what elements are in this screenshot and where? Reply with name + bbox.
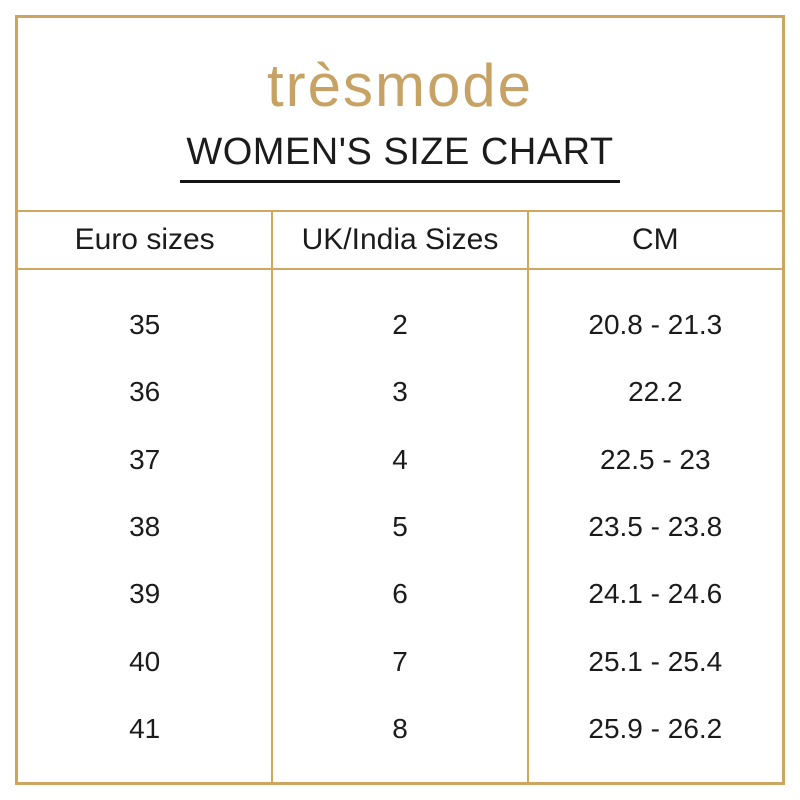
table-cell: 24.1 - 24.6 [588,578,723,610]
brand-logo: trèsmode [266,52,534,119]
table-cell: 39 [129,578,161,610]
column-uk-india-sizes: UK/India Sizes 2 3 4 5 6 7 8 [271,212,527,782]
table-cell: 25.1 - 25.4 [588,645,723,677]
table-cell: 38 [129,510,161,542]
size-chart-table: Euro sizes 35 36 37 38 39 40 41 UK/India… [18,210,782,782]
page-frame: trèsmode WOMEN'S SIZE CHART Euro sizes 3… [15,15,785,785]
table-cell: 37 [129,443,161,475]
table-cell: 2 [392,309,408,340]
table-cell: 22.2 [628,376,683,408]
column-body-euro-sizes: 35 36 37 38 39 40 41 [18,270,271,782]
column-header-euro-sizes: Euro sizes [18,212,272,270]
page-title: WOMEN'S SIZE CHART [180,131,620,183]
brand-area: trèsmode WOMEN'S SIZE CHART [18,18,782,210]
table-cell: 36 [129,376,161,408]
table-cell: 35 [129,309,161,340]
table-cell: 23.5 - 23.8 [588,510,723,542]
table-cell: 40 [129,645,161,677]
column-euro-sizes: Euro sizes 35 36 37 38 39 40 41 [18,212,272,782]
table-cell: 5 [392,510,408,542]
column-cm: CM 20.8 - 21.3 22.2 22.5 - 23 23.5 - 23.… [526,212,782,782]
table-cell: 41 [129,712,161,744]
column-body-uk-india-sizes: 2 3 4 5 6 7 8 [273,270,526,782]
column-header-uk-india-sizes: UK/India Sizes [273,212,527,270]
table-cell: 6 [392,578,408,610]
column-body-cm: 20.8 - 21.3 22.2 22.5 - 23 23.5 - 23.8 2… [529,270,782,782]
table-cell: 7 [392,645,408,677]
table-cell: 20.8 - 21.3 [588,309,723,340]
table-cell: 3 [392,376,408,408]
column-header-cm: CM [528,212,782,270]
table-cell: 8 [392,712,408,744]
table-cell: 22.5 - 23 [600,443,711,475]
table-cell: 25.9 - 26.2 [588,712,723,744]
table-cell: 4 [392,443,408,475]
